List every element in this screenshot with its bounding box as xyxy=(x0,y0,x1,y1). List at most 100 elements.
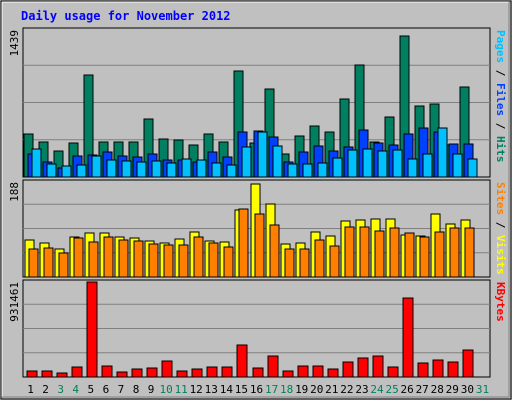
bar-pages-20 xyxy=(317,162,328,178)
bar-kbytes-29 xyxy=(447,361,459,378)
x-tick-label: 1 xyxy=(27,383,34,396)
bar-pages-25 xyxy=(392,149,403,178)
bar-pages-14 xyxy=(226,164,237,178)
bar-sites-24 xyxy=(374,230,385,278)
x-tick-label: 19 xyxy=(295,383,308,396)
bar-pages-1 xyxy=(31,148,42,178)
legend-part: Visits xyxy=(494,235,507,275)
x-tick-label: 10 xyxy=(159,383,172,396)
x-tick-label: 16 xyxy=(250,383,263,396)
bar-pages-9 xyxy=(151,160,162,178)
panel-kb-ymax-label: 931461 xyxy=(8,282,21,322)
bar-sites-12 xyxy=(193,236,204,278)
bar-sites-17 xyxy=(269,224,280,278)
bar-pages-22 xyxy=(347,149,358,178)
bar-sites-10 xyxy=(163,244,174,278)
bar-pages-4 xyxy=(76,164,87,178)
bar-kbytes-6 xyxy=(101,365,113,378)
bar-kbytes-13 xyxy=(206,366,218,378)
bar-kbytes-22 xyxy=(342,361,354,378)
bar-kbytes-10 xyxy=(161,360,173,378)
bar-pages-18 xyxy=(287,163,298,178)
bar-sites-9 xyxy=(148,243,159,278)
bar-kbytes-2 xyxy=(41,370,53,378)
panel-sv: 188 Sites / Visits xyxy=(8,179,507,278)
bar-pages-28 xyxy=(437,127,448,178)
x-tick-label: 21 xyxy=(325,383,338,396)
bar-kbytes-3 xyxy=(56,372,68,378)
bar-kbytes-24 xyxy=(372,355,384,378)
bar-kbytes-16 xyxy=(252,367,264,378)
bar-kbytes-9 xyxy=(146,367,158,378)
bar-kbytes-23 xyxy=(357,357,369,378)
series-pages xyxy=(31,127,478,178)
bar-sites-14 xyxy=(223,246,234,278)
bar-pages-27 xyxy=(422,153,433,178)
bar-pages-17 xyxy=(272,145,283,178)
bar-sites-23 xyxy=(359,226,370,278)
x-tick-label: 27 xyxy=(416,383,429,396)
x-tick-label: 14 xyxy=(220,383,234,396)
bar-sites-4 xyxy=(73,237,84,278)
bar-kbytes-19 xyxy=(297,365,309,378)
bar-pages-30 xyxy=(467,158,478,178)
x-tick-label: 23 xyxy=(355,383,368,396)
panel-kb: 931461 KBytes xyxy=(8,279,507,378)
x-tick-label: 11 xyxy=(175,383,188,396)
x-tick-label: 17 xyxy=(265,383,278,396)
bar-pages-5 xyxy=(91,155,102,178)
bar-pages-23 xyxy=(362,148,373,178)
chart-panels: 1439 Pages / Files / Hits 188 Sites / Visit… xyxy=(8,27,507,378)
x-tick-label: 29 xyxy=(446,383,459,396)
x-tick-label: 30 xyxy=(461,383,474,396)
legend-part: Hits xyxy=(494,136,507,163)
bar-sites-27 xyxy=(419,236,430,278)
bar-kbytes-7 xyxy=(116,371,128,378)
series-sites xyxy=(28,208,475,278)
legend-part: Files xyxy=(494,83,507,116)
legend-part: Pages xyxy=(494,30,507,63)
bar-pages-24 xyxy=(377,150,388,178)
bar-sites-3 xyxy=(58,252,69,278)
bar-sites-21 xyxy=(329,245,340,278)
x-tick-label: 5 xyxy=(87,383,94,396)
bar-kbytes-27 xyxy=(417,362,429,378)
bar-pages-12 xyxy=(196,159,207,178)
bar-sites-11 xyxy=(178,244,189,278)
bar-pages-16 xyxy=(257,131,268,178)
bar-pages-15 xyxy=(241,146,252,178)
bar-kbytes-8 xyxy=(131,368,143,378)
chart-title: Daily usage for November 2012 xyxy=(21,9,231,23)
x-tick-label: 18 xyxy=(280,383,293,396)
x-tick-label: 13 xyxy=(205,383,218,396)
x-tick-label: 15 xyxy=(235,383,248,396)
bar-kbytes-21 xyxy=(327,368,339,378)
bar-sites-25 xyxy=(389,227,400,278)
bar-pages-10 xyxy=(166,162,177,178)
legend-part: / xyxy=(494,215,507,235)
bar-sites-28 xyxy=(434,231,445,278)
bar-kbytes-28 xyxy=(432,359,444,378)
bar-kbytes-5 xyxy=(86,281,98,378)
legend-part: / xyxy=(494,63,507,83)
panel-pfh-legend: Pages / Files / Hits xyxy=(494,30,507,163)
bar-pages-8 xyxy=(136,161,147,178)
bar-kbytes-11 xyxy=(176,370,188,378)
x-tick-label: 22 xyxy=(340,383,353,396)
panel-sv-legend: Sites / Visits xyxy=(494,182,507,275)
x-axis-labels: 1 2 3 4 5 6 7 8 9 10 11 12 13 14 15 16 17 18 19 20 21 22 23 24 2… xyxy=(27,383,489,396)
bar-sites-18 xyxy=(284,248,295,278)
bar-pages-19 xyxy=(302,163,313,178)
x-tick-label: 12 xyxy=(190,383,203,396)
x-tick-label: 8 xyxy=(133,383,140,396)
panel-kb-legend: KBytes xyxy=(494,282,507,322)
x-tick-label: 9 xyxy=(148,383,155,396)
series-kbytes xyxy=(26,281,474,378)
x-tick-label: 4 xyxy=(72,383,79,396)
bar-kbytes-15 xyxy=(236,344,248,378)
bar-pages-3 xyxy=(61,165,72,178)
panel-pfh: 1439 Pages / Files / Hits xyxy=(8,27,507,178)
bar-sites-5 xyxy=(88,241,99,278)
bar-sites-1 xyxy=(28,248,39,278)
bar-sites-15 xyxy=(238,208,249,278)
